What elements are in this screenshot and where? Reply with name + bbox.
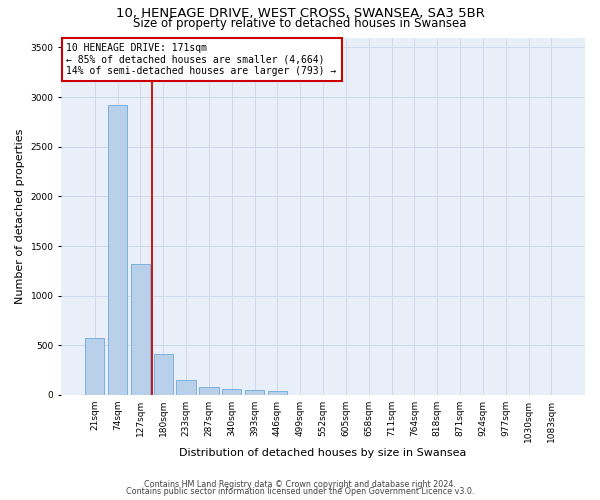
Bar	[222, 390, 241, 395]
Bar	[154, 354, 173, 395]
Text: Contains HM Land Registry data © Crown copyright and database right 2024.: Contains HM Land Registry data © Crown c…	[144, 480, 456, 489]
Bar	[176, 380, 196, 395]
Text: 10, HENEAGE DRIVE, WEST CROSS, SWANSEA, SA3 5BR: 10, HENEAGE DRIVE, WEST CROSS, SWANSEA, …	[116, 8, 484, 20]
Y-axis label: Number of detached properties: Number of detached properties	[15, 128, 25, 304]
Text: 10 HENEAGE DRIVE: 171sqm
← 85% of detached houses are smaller (4,664)
14% of sem: 10 HENEAGE DRIVE: 171sqm ← 85% of detach…	[67, 43, 337, 76]
Bar	[131, 264, 150, 395]
Bar	[108, 105, 127, 395]
X-axis label: Distribution of detached houses by size in Swansea: Distribution of detached houses by size …	[179, 448, 467, 458]
Text: Size of property relative to detached houses in Swansea: Size of property relative to detached ho…	[133, 18, 467, 30]
Bar	[85, 338, 104, 395]
Text: Contains public sector information licensed under the Open Government Licence v3: Contains public sector information licen…	[126, 487, 474, 496]
Bar	[268, 391, 287, 395]
Bar	[245, 390, 264, 395]
Bar	[199, 387, 218, 395]
